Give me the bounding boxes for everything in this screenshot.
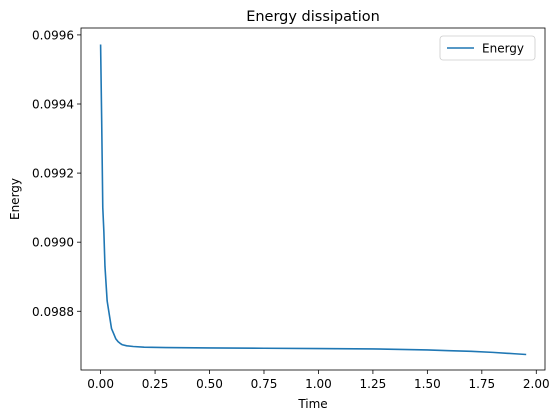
x-tick-label: 2.00: [523, 377, 550, 391]
chart-title: Energy dissipation: [246, 9, 380, 25]
x-tick-label: 0.00: [87, 377, 114, 391]
x-tick-label: 0.25: [142, 377, 169, 391]
series-line-energy: [99, 44, 527, 356]
x-tick-label: 1.00: [305, 377, 332, 391]
x-tick-label: 0.75: [251, 377, 278, 391]
x-axis-label: Time: [297, 397, 327, 411]
legend-label: Energy: [482, 42, 524, 56]
y-tick-label: 0.0992: [32, 167, 74, 181]
y-axis-ticks: 0.0988 0.0990 0.0992 0.0994 0.0996: [32, 28, 81, 319]
y-tick-label: 0.0990: [32, 236, 74, 250]
plot-area: [80, 27, 546, 371]
y-tick-label: 0.0994: [32, 98, 74, 112]
plot-frame: [80, 27, 546, 371]
y-tick-label: 0.0988: [32, 305, 74, 319]
x-tick-label: 1.75: [468, 377, 495, 391]
legend-box: [439, 35, 536, 61]
x-tick-label: 0.50: [196, 377, 223, 391]
x-axis-ticks: 0.00 0.25 0.50 0.75 1.00 1.25 1.50 1.75 2.00: [87, 370, 550, 391]
series-layer: [99, 44, 527, 356]
y-axis-label: Energy: [8, 178, 22, 220]
y-tick-label: 0.0996: [32, 28, 74, 42]
x-tick-label: 1.25: [360, 377, 387, 391]
x-tick-label: 1.50: [414, 377, 441, 391]
legend: Energy: [439, 35, 536, 61]
